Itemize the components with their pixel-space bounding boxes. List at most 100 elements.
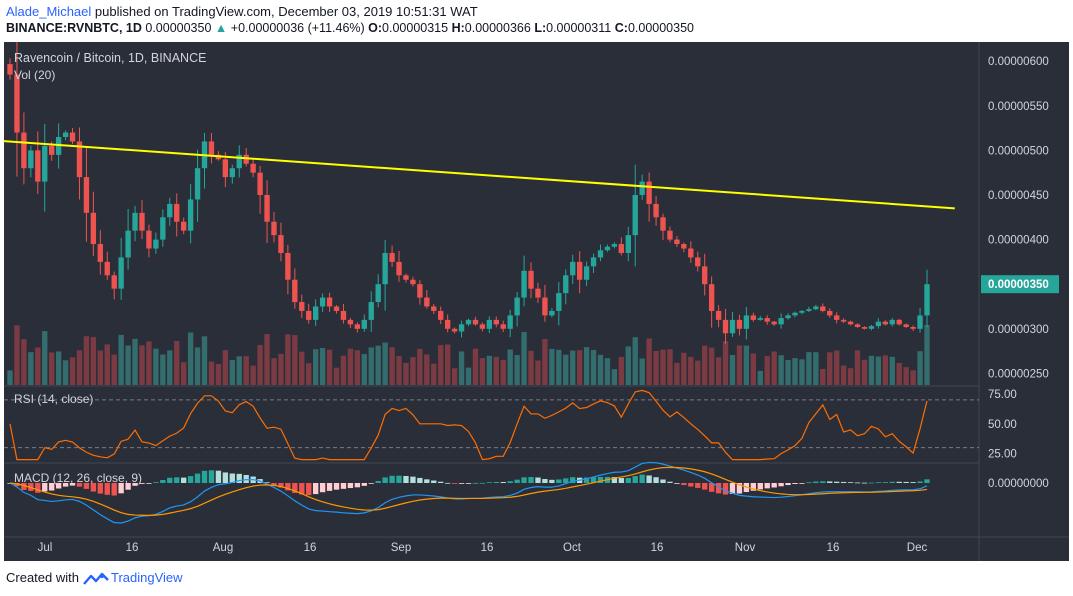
macd-histogram-bar bbox=[264, 482, 270, 484]
macd-histogram-bar bbox=[174, 477, 180, 483]
volume-bar bbox=[292, 335, 298, 385]
chart-area[interactable]: 0.00000600 0.00000550 0.00000500 0.00000450… bbox=[4, 42, 1069, 561]
volume-bar bbox=[382, 342, 388, 385]
volume-bar bbox=[174, 340, 180, 385]
volume-bar bbox=[827, 352, 833, 385]
volume-bar bbox=[285, 334, 291, 385]
candle-body bbox=[722, 319, 729, 334]
candle-body bbox=[361, 319, 367, 329]
volume-bar bbox=[472, 348, 479, 385]
macd-histogram-bar bbox=[764, 483, 770, 489]
macd-histogram-bar bbox=[729, 483, 736, 495]
candle-body bbox=[785, 315, 791, 319]
volume-bar bbox=[326, 349, 333, 385]
time-tick-label: Oct bbox=[563, 542, 582, 554]
volume-bar bbox=[785, 359, 791, 385]
macd-histogram-bar bbox=[715, 483, 722, 494]
volume-bar bbox=[632, 337, 638, 385]
candle-body bbox=[83, 177, 90, 213]
candle-body bbox=[806, 309, 812, 311]
volume-bar bbox=[535, 360, 541, 385]
volume-bar bbox=[570, 350, 576, 385]
symbol: BINANCE:RVNBTC, 1D bbox=[6, 21, 142, 35]
volume-bar bbox=[333, 367, 340, 385]
volume-bar bbox=[118, 334, 124, 385]
macd-histogram-bar bbox=[660, 479, 666, 483]
macd-histogram-bar bbox=[271, 483, 277, 486]
volume-bar bbox=[813, 352, 819, 385]
candle-body bbox=[278, 235, 284, 253]
macd-histogram-bar bbox=[181, 477, 187, 483]
volume-bar bbox=[840, 365, 847, 385]
macd-histogram-bar bbox=[771, 483, 777, 488]
volume-bar bbox=[882, 355, 888, 385]
macd-histogram-bar bbox=[806, 482, 812, 484]
volume-bar bbox=[556, 349, 562, 385]
candle-body bbox=[403, 275, 409, 280]
macd-histogram-bar bbox=[451, 483, 458, 484]
rsi-line bbox=[9, 389, 928, 461]
candle-body bbox=[556, 293, 562, 311]
volume-bar bbox=[194, 347, 201, 385]
macd-histogram-bar bbox=[632, 476, 638, 483]
volume-bar bbox=[903, 367, 909, 385]
candle-body bbox=[354, 324, 361, 329]
candle-body bbox=[507, 315, 513, 329]
macd-histogram-bar bbox=[347, 483, 354, 489]
candle-body bbox=[827, 310, 833, 316]
macd-histogram-bar bbox=[90, 483, 97, 492]
candle-body bbox=[35, 150, 41, 182]
candle-body bbox=[111, 275, 117, 289]
volume-bar bbox=[722, 341, 729, 385]
volume-bar bbox=[486, 355, 493, 385]
candle-body bbox=[882, 321, 888, 325]
volume-bar bbox=[708, 347, 715, 385]
candle-body bbox=[660, 217, 666, 231]
macd-histogram-bar bbox=[688, 483, 694, 487]
macd-histogram-bar bbox=[597, 476, 604, 483]
volume-bar bbox=[729, 354, 736, 385]
macd-line bbox=[9, 461, 928, 524]
macd-histogram-bar bbox=[834, 481, 840, 483]
price-tick-label: 0.00000600 bbox=[988, 56, 1049, 68]
chart-canvas[interactable]: 0.00000600 0.00000550 0.00000500 0.00000450… bbox=[4, 42, 1069, 561]
macd-histogram-bar bbox=[465, 483, 472, 484]
volume-bar bbox=[479, 358, 486, 385]
low-value: 0.00000311 bbox=[546, 21, 612, 35]
candle-body bbox=[820, 306, 826, 311]
candle-body bbox=[62, 132, 69, 137]
last-price-badge bbox=[981, 275, 1059, 294]
volume-bar bbox=[229, 360, 235, 385]
macd-histogram-bar bbox=[868, 482, 875, 484]
macd-histogram-bar bbox=[882, 482, 888, 483]
candle-body bbox=[326, 297, 333, 307]
candle-body bbox=[97, 244, 103, 262]
macd-histogram-bar bbox=[42, 483, 48, 492]
volume-bar bbox=[875, 356, 882, 385]
volume-bar bbox=[861, 359, 868, 385]
macd-histogram-bar bbox=[875, 482, 882, 484]
candle-body bbox=[424, 297, 430, 307]
candle-body bbox=[674, 239, 680, 245]
volume-bar bbox=[583, 347, 590, 385]
volume-bar bbox=[375, 345, 381, 385]
macd-histogram-bar bbox=[69, 483, 76, 486]
candle-body bbox=[271, 221, 277, 236]
macd-histogram-bar bbox=[618, 478, 625, 483]
tradingview-link[interactable]: TradingView bbox=[110, 570, 183, 585]
macd-histogram-bar bbox=[83, 483, 90, 489]
open-value: 0.00000315 bbox=[382, 21, 449, 35]
macd-histogram-bar bbox=[563, 478, 569, 483]
candle-body bbox=[917, 315, 923, 329]
macd-histogram-bar bbox=[903, 481, 909, 483]
macd-histogram-bar bbox=[750, 483, 756, 491]
author-link[interactable]: Alade_Michael bbox=[6, 4, 92, 19]
macd-histogram-bar bbox=[326, 483, 333, 491]
macd-histogram-bar bbox=[708, 483, 715, 492]
candle-body bbox=[618, 244, 625, 253]
volume-bar bbox=[42, 331, 48, 385]
volume-bar bbox=[618, 356, 625, 385]
candle-body bbox=[28, 150, 34, 169]
candle-body bbox=[528, 270, 534, 289]
volume-bar bbox=[597, 354, 604, 385]
